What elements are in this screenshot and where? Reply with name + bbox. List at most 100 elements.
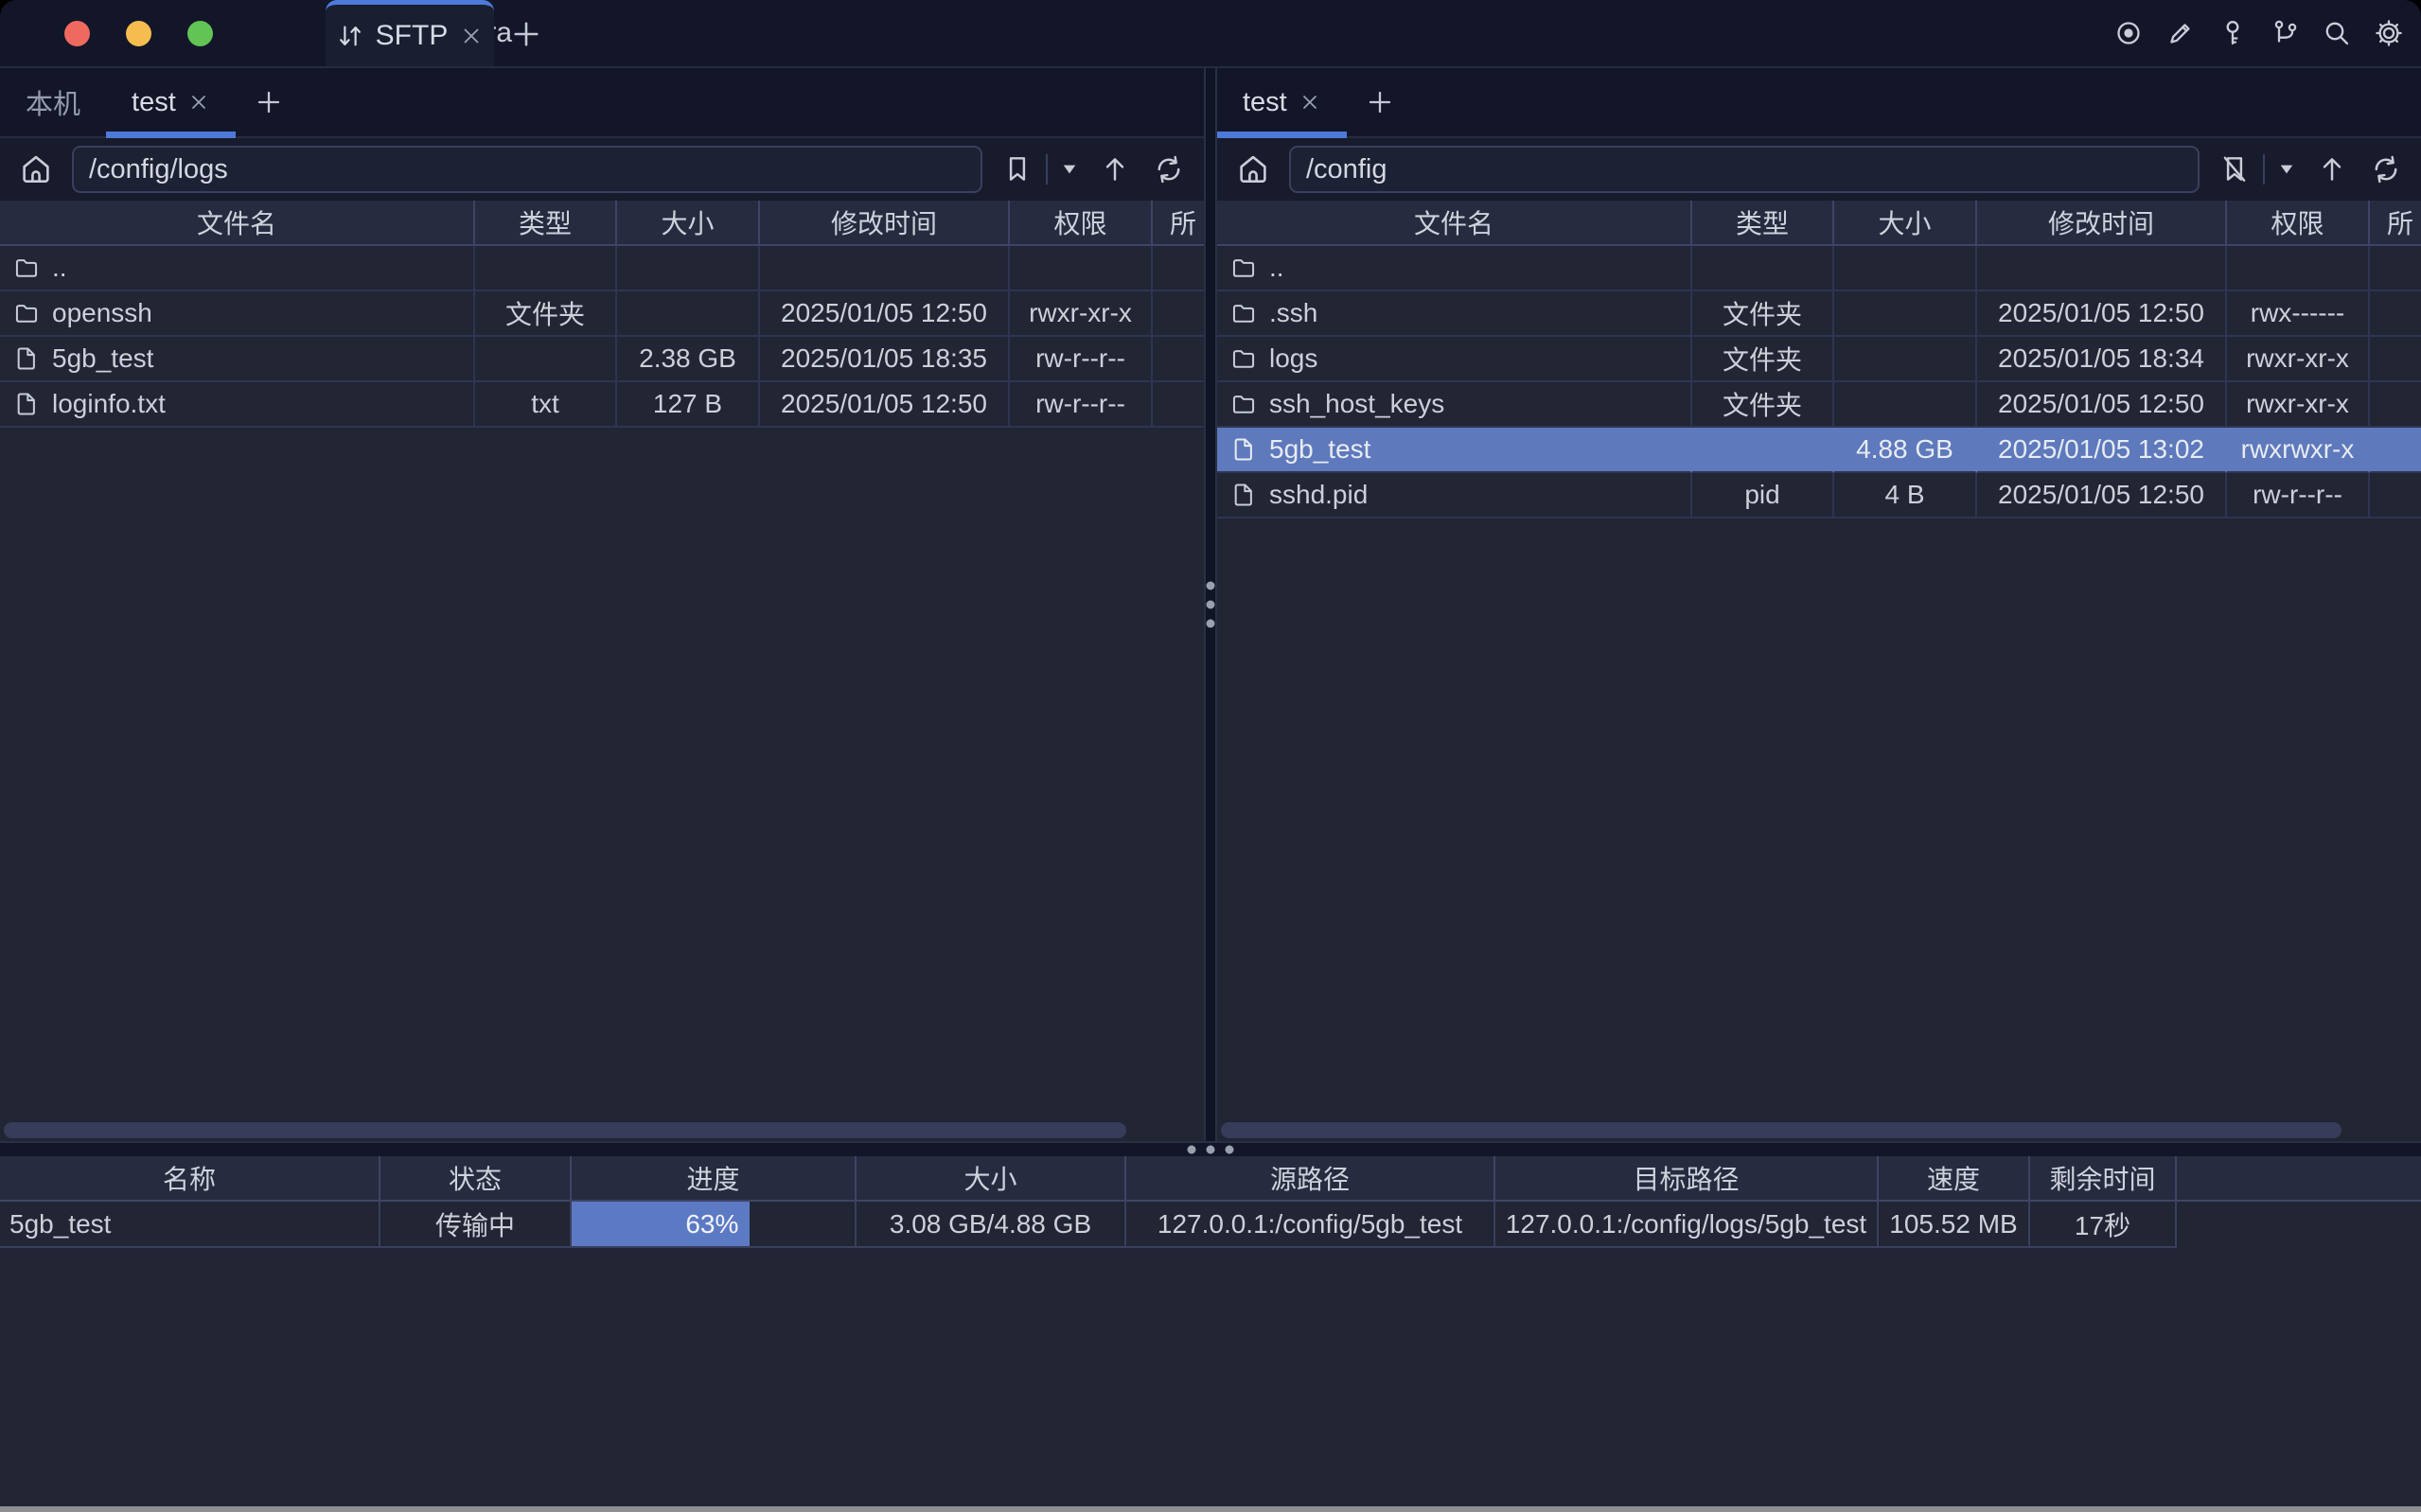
file-row-logs[interactable]: logs 文件夹 2025/01/05 18:34 rwxr-xr-x — [1217, 337, 2421, 382]
file-row-5gb_test[interactable]: 5gb_test 2.38 GB 2025/01/05 18:35 rw-r--r-- — [0, 337, 1204, 382]
file-name-cell: .. — [1217, 246, 1692, 291]
file-row-5gb_test[interactable]: 5gb_test 4.88 GB 2025/01/05 13:02 rwxrwxr-x — [1217, 428, 2421, 473]
file-owner-cell — [1153, 291, 1204, 337]
file-permissions-cell: rw-r--r-- — [2227, 473, 2370, 519]
new-pane-tab-button[interactable] — [236, 68, 302, 136]
file-row-sshd.pid[interactable]: sshd.pid pid 4 B 2025/01/05 12:50 rw-r--r-- — [1217, 473, 2421, 519]
column-header[interactable]: 修改时间 — [760, 201, 1010, 246]
left-table-header: 文件名 类型 大小 修改时间 权限所 — [0, 201, 1204, 246]
column-header[interactable]: 所 — [2370, 201, 2421, 246]
transfer-column-header[interactable]: 名称 — [0, 1156, 380, 1202]
close-tab-icon[interactable] — [1299, 91, 1321, 114]
transfer-panel: 名称 状态 进度 大小 源路径 目标路径 速度 剩余时间 5gb_test 传输中 63% 3.08… — [0, 1156, 2421, 1248]
record-icon[interactable] — [2113, 18, 2144, 48]
file-type-cell: 文件夹 — [1692, 291, 1834, 337]
file-owner-cell — [2370, 246, 2421, 291]
pane-tab-test[interactable]: test — [106, 68, 236, 138]
tab-sftp[interactable]: SFTP — [326, 0, 494, 66]
file-size-cell — [1834, 291, 1977, 337]
file-permissions-cell: rw-r--r-- — [1010, 382, 1153, 428]
transfer-size-cell: 3.08 GB/4.88 GB — [857, 1202, 1126, 1248]
left-file-table: 文件名 类型 大小 修改时间 权限所 .. openssh 文件夹 2025/01/05 12… — [0, 201, 1204, 1141]
window-bottom-edge — [0, 1506, 2421, 1512]
file-row-ssh_host_keys[interactable]: ssh_host_keys 文件夹 2025/01/05 12:50 rwxr-xr-… — [1217, 382, 2421, 428]
transfer-splitter[interactable] — [0, 1141, 2421, 1156]
pane-splitter[interactable] — [1204, 68, 1217, 1141]
home-icon[interactable] — [1236, 152, 1270, 186]
transfer-column-header[interactable]: 目标路径 — [1495, 1156, 1879, 1202]
file-type-cell: txt — [475, 382, 617, 428]
file-owner-cell — [2370, 291, 2421, 337]
pane-tab-label: test — [1243, 86, 1287, 117]
arrow-up-icon[interactable] — [1099, 153, 1131, 185]
left-horizontal-scrollbar[interactable] — [4, 1122, 1126, 1138]
transfer-column-header[interactable]: 源路径 — [1126, 1156, 1495, 1202]
close-icon[interactable] — [459, 24, 484, 48]
title-bar: Termora SFTP — [0, 0, 2421, 66]
arrow-up-icon[interactable] — [2316, 153, 2348, 185]
file-type-cell: 文件夹 — [475, 291, 617, 337]
file-permissions-cell: rwxr-xr-x — [1010, 291, 1153, 337]
minimize-window-button[interactable] — [126, 20, 151, 46]
column-header[interactable]: 类型 — [475, 201, 617, 246]
bookmark-icon[interactable] — [1001, 153, 1034, 185]
progress-bar-cell: 63% — [572, 1202, 857, 1248]
transfer-arrows-icon — [336, 22, 364, 50]
close-tab-icon[interactable] — [187, 91, 210, 114]
left-path-tools — [996, 153, 1185, 185]
pane-tab-本机[interactable]: 本机 — [0, 68, 106, 136]
right-path-input[interactable] — [1289, 146, 2200, 193]
column-header[interactable]: 类型 — [1692, 201, 1834, 246]
right-pane-tabs: test — [1217, 68, 2421, 138]
transfer-header-filler — [2177, 1156, 2421, 1202]
pane-tab-test[interactable]: test — [1217, 68, 1347, 138]
file-size-cell: 4 B — [1834, 473, 1977, 519]
column-header[interactable]: 所 — [1153, 201, 1204, 246]
column-header[interactable]: 大小 — [617, 201, 760, 246]
transfer-column-header[interactable]: 剩余时间 — [2030, 1156, 2177, 1202]
edit-icon[interactable] — [2165, 18, 2196, 48]
settings-icon[interactable] — [2374, 18, 2404, 48]
transfer-column-header[interactable]: 大小 — [857, 1156, 1126, 1202]
file-modified-cell: 2025/01/05 18:34 — [1977, 337, 2227, 382]
bookmark-slash-icon[interactable] — [2218, 153, 2251, 185]
home-icon[interactable] — [19, 152, 53, 186]
right-horizontal-scrollbar[interactable] — [1221, 1122, 2341, 1138]
close-window-button[interactable] — [64, 20, 90, 46]
column-header[interactable]: 权限 — [1010, 201, 1153, 246]
caret-down-icon[interactable] — [2277, 160, 2296, 179]
refresh-icon[interactable] — [2370, 153, 2402, 185]
column-header[interactable]: 权限 — [2227, 201, 2370, 246]
key-icon[interactable] — [2218, 18, 2248, 48]
transfer-column-header[interactable]: 进度 — [572, 1156, 857, 1202]
new-main-tab-button[interactable] — [509, 17, 543, 51]
search-icon[interactable] — [2322, 18, 2352, 48]
transfer-name-cell: 5gb_test — [0, 1202, 380, 1248]
zoom-window-button[interactable] — [187, 20, 213, 46]
column-header[interactable]: 文件名 — [1217, 201, 1692, 246]
new-pane-tab-button[interactable] — [1347, 68, 1413, 136]
column-header[interactable]: 修改时间 — [1977, 201, 2227, 246]
file-row-openssh[interactable]: openssh 文件夹 2025/01/05 12:50 rwxr-xr-x — [0, 291, 1204, 337]
file-size-cell: 127 B — [617, 382, 760, 428]
branch-icon[interactable] — [2270, 18, 2300, 48]
folder-icon — [1230, 345, 1257, 372]
file-row-loginfo.txt[interactable]: loginfo.txt txt 127 B 2025/01/05 12:50 rw-r-… — [0, 382, 1204, 428]
pane-tab-label: test — [132, 86, 176, 117]
column-header[interactable]: 大小 — [1834, 201, 1977, 246]
file-permissions-cell: rwxr-xr-x — [2227, 337, 2370, 382]
column-header[interactable]: 文件名 — [0, 201, 475, 246]
refresh-icon[interactable] — [1153, 153, 1185, 185]
left-path-input[interactable] — [72, 146, 982, 193]
file-name-cell: logs — [1217, 337, 1692, 382]
file-row-.ssh[interactable]: .ssh 文件夹 2025/01/05 12:50 rwx------ — [1217, 291, 2421, 337]
transfer-column-header[interactable]: 速度 — [1879, 1156, 2030, 1202]
file-row-..[interactable]: .. — [0, 246, 1204, 291]
transfer-column-header[interactable]: 状态 — [380, 1156, 572, 1202]
file-name: .. — [52, 253, 67, 282]
file-row-..[interactable]: .. — [1217, 246, 2421, 291]
transfer-remaining-time-cell: 17秒 — [2030, 1202, 2177, 1248]
caret-down-icon[interactable] — [1060, 160, 1079, 179]
transfer-row-5gb_test[interactable]: 5gb_test 传输中 63% 3.08 GB/4.88 GB 127.0.0.1:/… — [0, 1202, 2421, 1248]
